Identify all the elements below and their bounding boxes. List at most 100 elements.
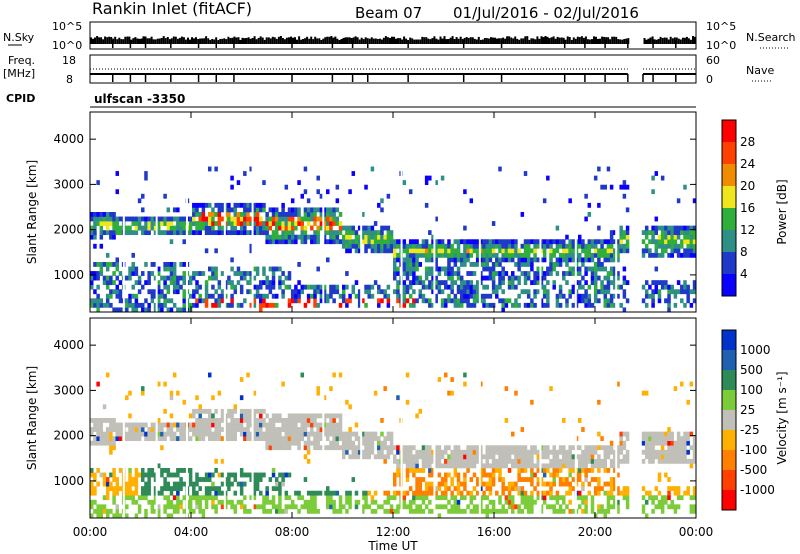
heatmap-cell xyxy=(606,468,611,473)
heatmap-cell xyxy=(147,431,151,437)
heatmap-cell xyxy=(673,234,678,240)
heatmap-cell xyxy=(348,436,352,442)
heatmap-cell xyxy=(523,449,528,455)
heatmap-cell xyxy=(109,275,113,281)
heatmap-cell xyxy=(565,271,569,276)
heatmap-cell xyxy=(667,504,671,510)
heatmap-cell xyxy=(310,422,314,428)
heatmap-cell xyxy=(613,463,617,469)
heatmap-cell xyxy=(303,499,308,505)
heatmap-cell xyxy=(428,463,432,469)
heatmap-cell xyxy=(491,302,496,308)
heatmap-cell xyxy=(680,381,684,387)
heatmap-cell xyxy=(619,225,623,231)
heatmap-cell xyxy=(109,230,113,236)
noise-sample xyxy=(96,36,99,44)
heatmap-cell xyxy=(357,293,362,299)
heatmap-cell xyxy=(686,248,690,254)
heatmap-cell xyxy=(654,280,659,286)
noise-sample xyxy=(134,37,137,44)
heatmap-cell xyxy=(501,504,505,510)
heatmap-cell xyxy=(195,499,199,505)
data-gap xyxy=(223,318,226,518)
noise-sample xyxy=(403,36,406,44)
heatmap-cell xyxy=(520,454,525,460)
heatmap-cell xyxy=(683,490,687,496)
heatmap-cell xyxy=(686,449,690,455)
heatmap-cell xyxy=(198,230,202,236)
heatmap-cell xyxy=(644,454,649,460)
heatmap-cell xyxy=(243,271,247,276)
heatmap-cell xyxy=(606,504,611,510)
heatmap-cell xyxy=(383,458,387,464)
heatmap-cell xyxy=(501,490,505,496)
heatmap-cell xyxy=(692,298,697,304)
heatmap-cell xyxy=(396,257,400,263)
heatmap-cell xyxy=(172,302,177,308)
heatmap-cell xyxy=(657,252,662,258)
noise-sample xyxy=(354,36,357,44)
noise-sample xyxy=(94,37,96,44)
heatmap-cell xyxy=(692,234,697,240)
heatmap-cell xyxy=(447,262,451,267)
heatmap-cell xyxy=(201,408,206,414)
velocity-colorbar-tick: -100 xyxy=(740,443,767,457)
heatmap-cell xyxy=(549,481,553,487)
heatmap-cell xyxy=(99,504,104,510)
heatmap-cell xyxy=(450,454,454,460)
heatmap-cell xyxy=(558,477,563,482)
heatmap-cell xyxy=(641,390,646,396)
noise-sample xyxy=(675,37,678,44)
heatmap-cell xyxy=(676,230,681,236)
noise-sample xyxy=(534,39,537,44)
noise-sample xyxy=(382,37,385,44)
heatmap-cell xyxy=(373,280,378,286)
noise-sample xyxy=(217,40,220,44)
noise-sample xyxy=(681,37,684,44)
heatmap-cell xyxy=(335,230,340,236)
data-gap xyxy=(122,112,125,312)
heatmap-cell xyxy=(144,171,148,176)
heatmap-cell xyxy=(227,413,231,419)
heatmap-cell xyxy=(300,422,304,428)
heatmap-cell xyxy=(539,508,544,514)
heatmap-cell xyxy=(383,243,387,249)
heatmap-cell xyxy=(179,436,183,442)
heatmap-cell xyxy=(450,377,454,382)
heatmap-cell xyxy=(316,413,320,419)
heatmap-cell xyxy=(402,495,407,501)
heatmap-cell xyxy=(533,449,537,455)
heatmap-cell xyxy=(141,386,145,392)
noise-sample xyxy=(235,37,238,44)
heatmap-cell xyxy=(246,422,250,428)
noise-sample xyxy=(471,37,474,44)
heatmap-cell xyxy=(597,504,601,510)
heatmap-cell xyxy=(144,490,148,496)
noise-sample xyxy=(401,39,404,44)
heatmap-cell xyxy=(667,458,671,464)
heatmap-cell xyxy=(568,248,572,254)
heatmap-cell xyxy=(667,243,671,249)
heatmap-cell xyxy=(332,508,336,514)
heatmap-cell xyxy=(380,449,384,455)
heatmap-cell xyxy=(313,298,317,304)
heatmap-cell xyxy=(176,289,180,295)
heatmap-cell xyxy=(153,431,158,437)
heatmap-cell xyxy=(415,504,419,510)
heatmap-cell xyxy=(482,298,486,304)
heatmap-cell xyxy=(195,298,199,304)
heatmap-cell xyxy=(214,486,218,492)
heatmap-cell xyxy=(593,445,598,451)
noise-sample xyxy=(92,38,94,44)
heatmap-cell xyxy=(393,257,397,263)
heatmap-cell xyxy=(386,293,391,299)
heatmap-cell xyxy=(418,408,423,414)
heatmap-cell xyxy=(609,490,614,496)
heatmap-cell xyxy=(284,418,289,423)
heatmap-cell xyxy=(274,436,279,442)
heatmap-cell xyxy=(444,481,448,487)
heatmap-cell xyxy=(431,234,435,240)
heatmap-cell xyxy=(692,445,697,451)
heatmap-cell xyxy=(182,481,186,487)
heatmap-cell xyxy=(105,298,110,304)
